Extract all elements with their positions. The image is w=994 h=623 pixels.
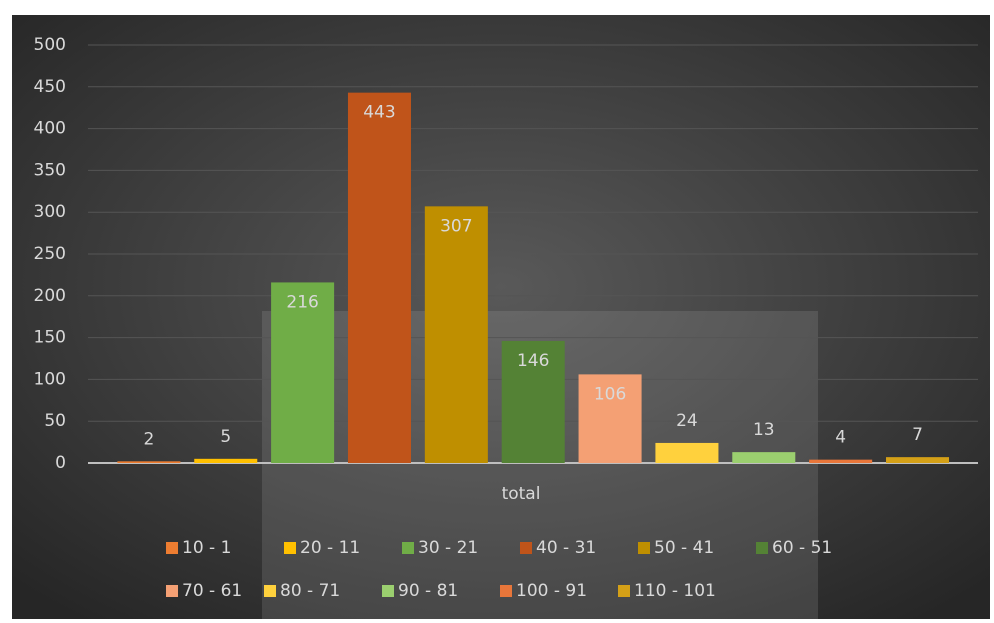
- bar: [886, 457, 950, 463]
- data-label: 307: [440, 216, 472, 236]
- bar: [809, 459, 873, 463]
- legend-label: 20 - 11: [300, 538, 360, 558]
- legend-label: 60 - 51: [772, 538, 832, 558]
- data-label: 4: [835, 428, 846, 448]
- legend-label: 30 - 21: [418, 538, 478, 558]
- legend-swatch: [382, 585, 394, 597]
- chart-background: [12, 15, 990, 619]
- data-label: 216: [286, 292, 318, 312]
- x-tick-label: total: [502, 484, 541, 504]
- data-label: 2: [143, 429, 154, 449]
- bar: [655, 442, 719, 463]
- legend-swatch: [756, 542, 768, 554]
- legend-label: 40 - 31: [536, 538, 596, 558]
- legend-swatch: [284, 542, 296, 554]
- data-label: 443: [363, 103, 395, 123]
- legend-swatch: [520, 542, 532, 554]
- legend-swatch: [618, 585, 630, 597]
- legend-swatch: [166, 585, 178, 597]
- bar: [347, 92, 411, 463]
- legend-swatch: [264, 585, 276, 597]
- legend-label: 70 - 61: [182, 581, 242, 601]
- y-tick-label: 100: [34, 369, 66, 389]
- data-label: 13: [753, 420, 775, 440]
- bar: [732, 452, 796, 463]
- legend-swatch: [638, 542, 650, 554]
- legend-label: 100 - 91: [516, 581, 587, 601]
- y-tick-label: 400: [34, 119, 66, 139]
- legend-swatch: [402, 542, 414, 554]
- y-tick-label: 500: [34, 35, 66, 55]
- legend-label: 50 - 41: [654, 538, 714, 558]
- legend-swatch: [500, 585, 512, 597]
- legend-swatch: [166, 542, 178, 554]
- data-label: 146: [517, 351, 549, 371]
- y-tick-label: 50: [44, 411, 66, 431]
- y-tick-label: 200: [34, 286, 66, 306]
- bar: [578, 374, 642, 463]
- legend-label: 90 - 81: [398, 581, 458, 601]
- legend-label: 10 - 1: [182, 538, 231, 558]
- data-label: 7: [912, 425, 923, 445]
- legend-label: 80 - 71: [280, 581, 340, 601]
- bar: [424, 206, 488, 463]
- bar: [271, 282, 335, 463]
- bar: [194, 458, 258, 463]
- data-label: 106: [594, 384, 626, 404]
- bar: [117, 461, 181, 463]
- y-tick-label: 450: [34, 77, 66, 97]
- y-tick-label: 0: [55, 453, 66, 473]
- y-tick-label: 150: [34, 328, 66, 348]
- data-label: 5: [220, 427, 231, 447]
- legend-label: 110 - 101: [634, 581, 716, 601]
- y-tick-label: 250: [34, 244, 66, 264]
- y-tick-label: 350: [34, 160, 66, 180]
- y-tick-label: 300: [34, 202, 66, 222]
- bar: [501, 340, 565, 463]
- data-label: 24: [676, 411, 698, 431]
